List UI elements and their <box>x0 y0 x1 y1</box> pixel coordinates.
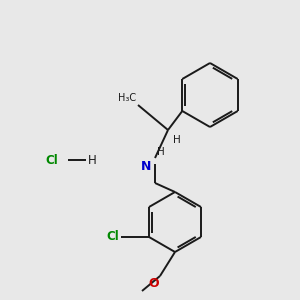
Text: H: H <box>157 147 165 157</box>
Text: H: H <box>88 154 97 166</box>
Text: H₃C: H₃C <box>118 93 136 103</box>
Text: Cl: Cl <box>106 230 119 244</box>
Text: H: H <box>173 135 181 145</box>
Text: O: O <box>148 277 159 290</box>
Text: N: N <box>141 160 151 173</box>
Text: Cl: Cl <box>45 154 58 166</box>
